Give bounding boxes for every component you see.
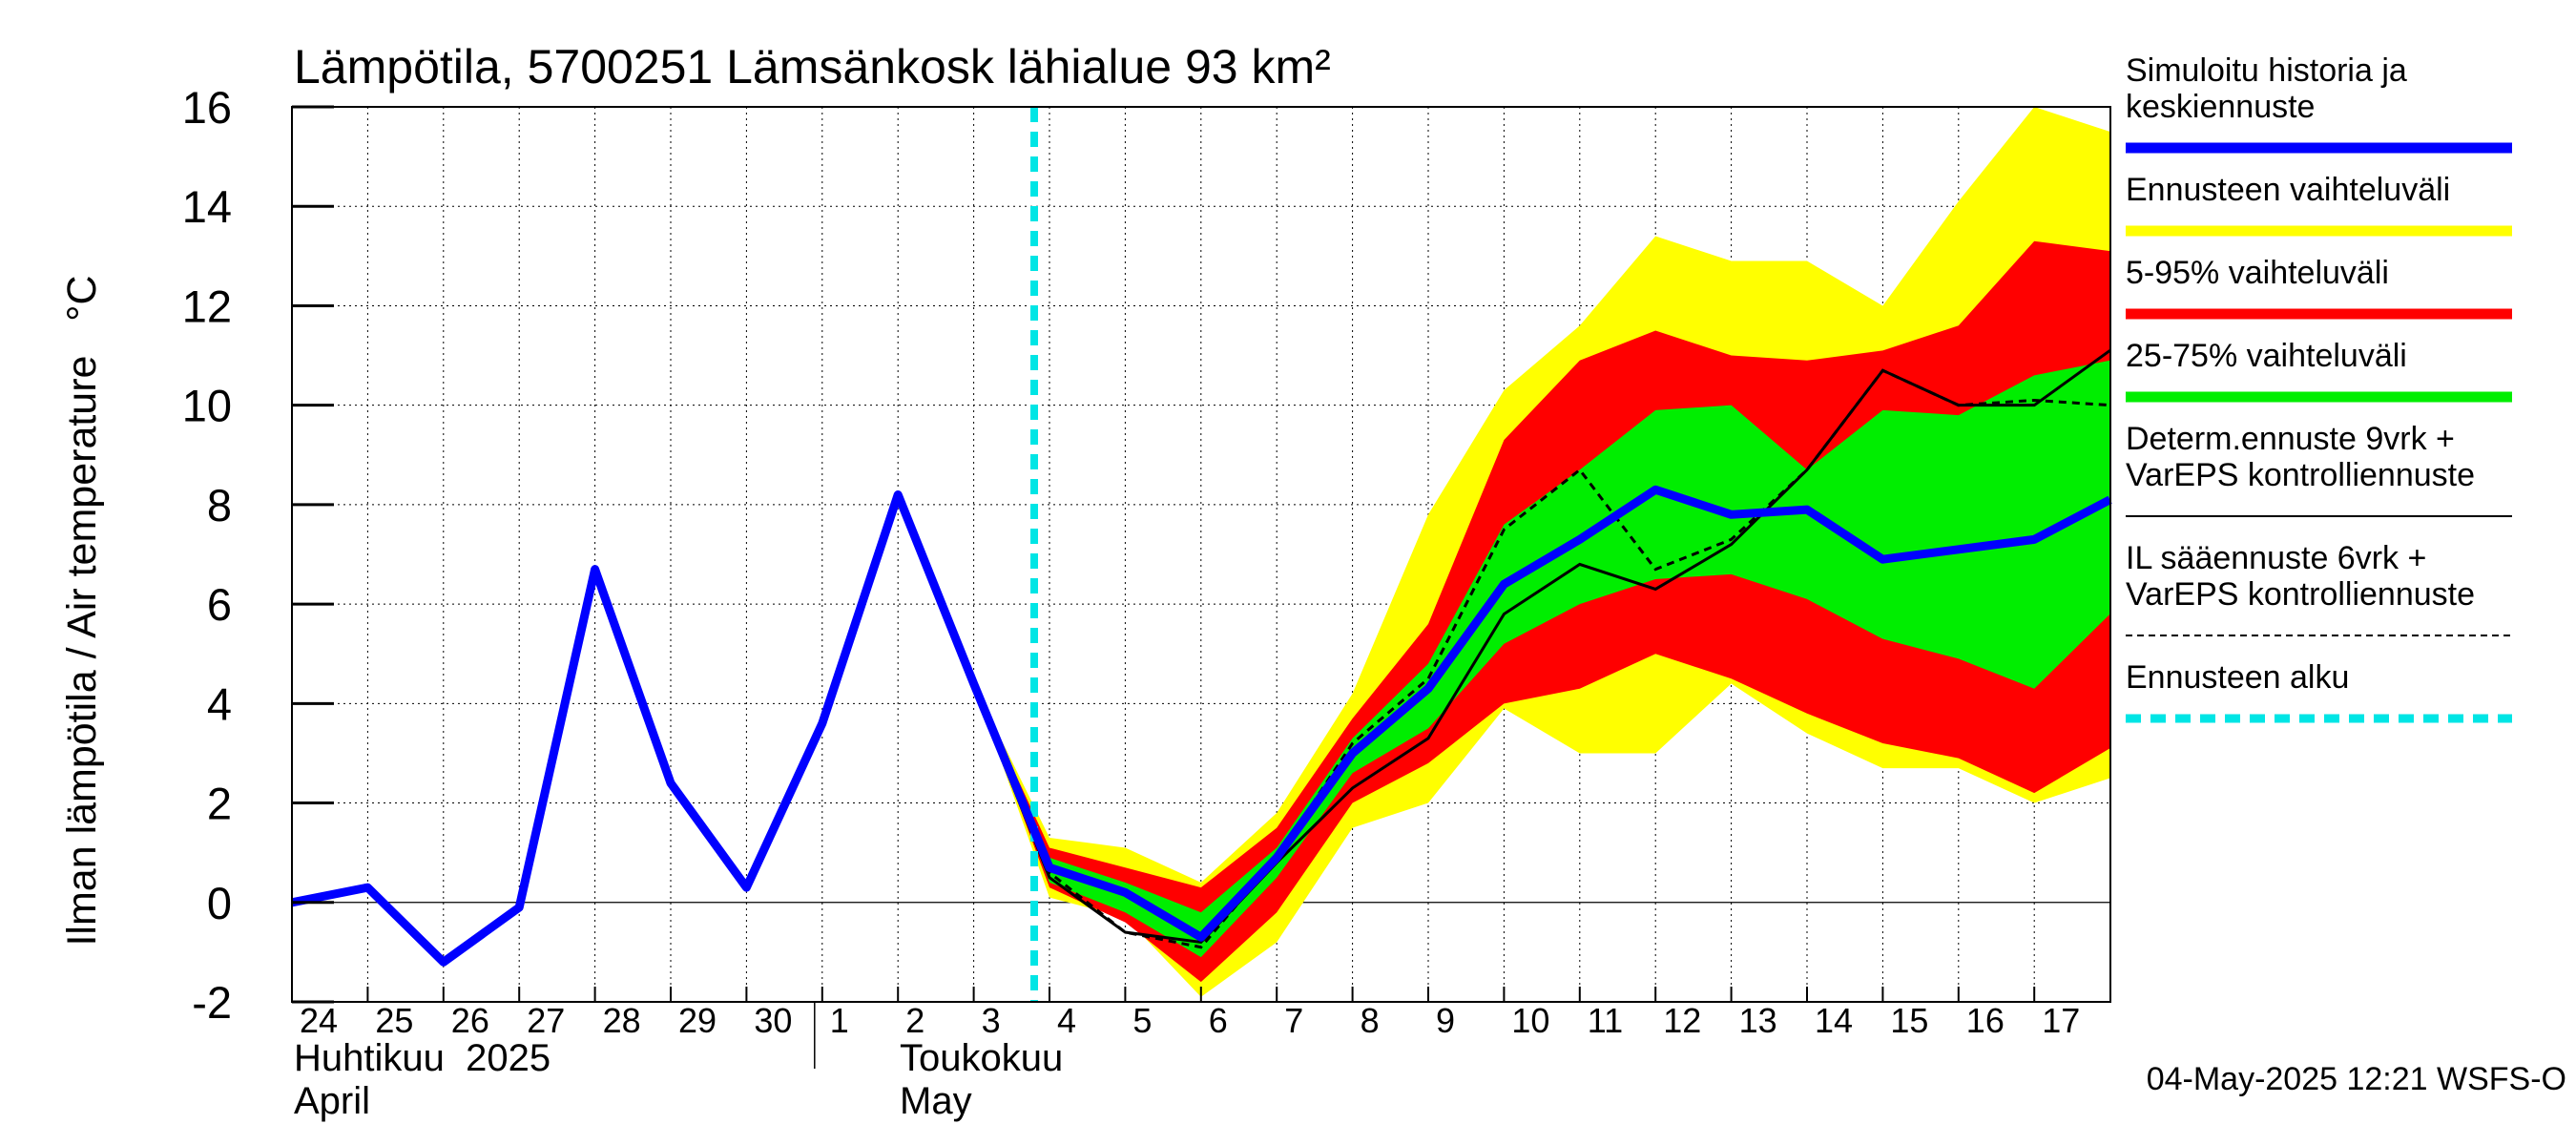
y-tick-label: 6 [207,579,232,630]
x-tick-label: 14 [1815,1001,1853,1040]
month-label-april-fi: Huhtikuu 2025 [294,1037,551,1079]
y-tick-label: 8 [207,480,232,531]
x-tick-label: 11 [1588,1001,1623,1040]
y-tick-label: -2 [192,977,232,1028]
x-tick-label: 29 [678,1001,717,1040]
x-tick-label: 17 [2042,1001,2080,1040]
legend-label: keskiennuste [2126,89,2315,125]
x-tick-label: 7 [1284,1001,1303,1040]
y-tick-label: 14 [182,181,232,232]
x-tick-label: 1 [830,1001,849,1040]
x-tick-label: 25 [375,1001,413,1040]
legend-label: Simuloitu historia ja [2126,52,2407,89]
x-tick-label: 16 [1966,1001,2005,1040]
x-tick-label: 3 [982,1001,1001,1040]
y-tick-label: 2 [207,779,232,829]
y-tick-label: 12 [182,281,232,331]
x-tick-label: 6 [1209,1001,1228,1040]
x-tick-label: 13 [1739,1001,1777,1040]
y-axis-label: Ilman lämpötila / Air temperature °C [59,275,105,946]
legend-label: 5-95% vaihteluväli [2126,255,2389,291]
x-tick-label: 12 [1663,1001,1701,1040]
y-tick-label: 0 [207,878,232,928]
month-label-may-en: May [900,1080,972,1122]
forecast-bands [973,107,2110,997]
x-tick-label: 28 [603,1001,641,1040]
y-tick-label: 4 [207,678,232,729]
month-labels: Huhtikuu 2025 April Toukokuu May [294,1037,1063,1122]
x-tick-label: 24 [300,1001,338,1040]
legend-label: Ennusteen vaihteluväli [2126,172,2450,208]
x-tick-label: 30 [754,1001,792,1040]
y-tick-label: 16 [182,82,232,133]
chart-title: Lämpötila, 5700251 Lämsänkosk lähialue 9… [294,40,1331,94]
x-tick-label: 26 [451,1001,489,1040]
legend-label: VarEPS kontrolliennuste [2126,576,2475,613]
x-tick-label: 15 [1890,1001,1928,1040]
legend-label: IL sääennuste 6vrk + [2126,540,2426,576]
x-tick-label: 5 [1132,1001,1152,1040]
simulated-history-line [291,485,2112,967]
y-tick-label: 10 [182,381,232,431]
x-tick-label: 8 [1361,1001,1380,1040]
x-tick-label: 9 [1436,1001,1455,1040]
band-25-75-vaihteluv-li [973,360,2110,958]
x-tick-label: 27 [527,1001,565,1040]
legend-label: 25-75% vaihteluväli [2126,338,2407,374]
footer-timestamp: 04-May-2025 12:21 WSFS-O [2147,1061,2566,1097]
month-label-may-fi: Toukokuu [900,1037,1063,1079]
series-lines [291,107,2112,1002]
legend-label: Ennusteen alku [2126,659,2349,696]
x-tick-label: 2 [905,1001,924,1040]
month-label-april-en: April [294,1080,370,1122]
legend-label: VarEPS kontrolliennuste [2126,457,2475,493]
plot-frame [291,106,2111,1003]
il-forecast-line [896,368,2110,949]
x-tick-label: 10 [1511,1001,1549,1040]
x-tick-label: 4 [1057,1001,1076,1040]
legend-label: Determ.ennuste 9vrk + [2126,421,2455,457]
